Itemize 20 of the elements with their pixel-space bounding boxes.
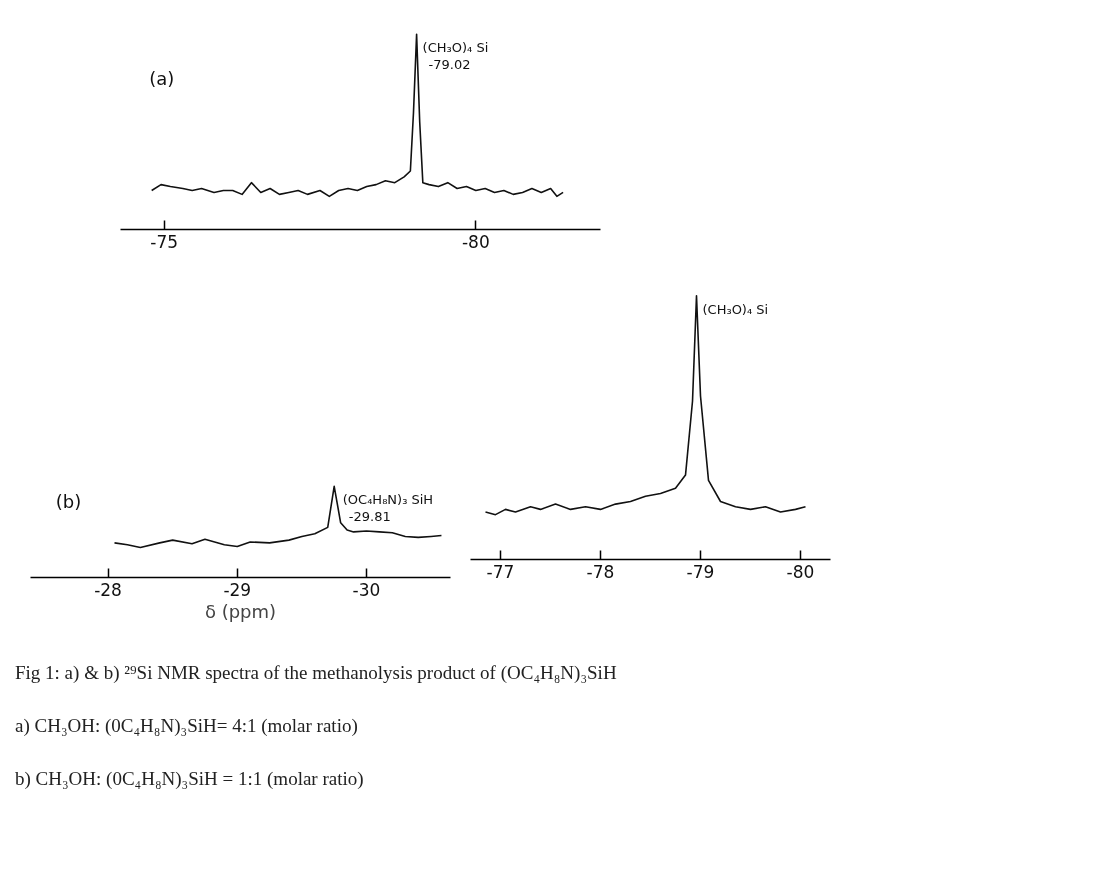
x-tick-label: -77	[486, 561, 515, 582]
annotation: (CH₃O)₄ Si	[422, 40, 489, 56]
x-tick-label: -80	[786, 561, 815, 582]
x-tick-label: -75	[150, 231, 179, 252]
chart-title: (b)	[55, 490, 82, 512]
text: (a)	[149, 68, 175, 90]
x-tick-label: -29	[223, 579, 252, 600]
annotation: (OC₄H₈N)₃ SiH	[342, 492, 434, 508]
x-axis-title: δ (ppm)	[204, 600, 277, 622]
text: a) CH₃OH: (0C₄H₈N)₃SiH= 4:1 (molar ratio)	[15, 714, 359, 739]
annotation: -79.02	[428, 57, 471, 73]
annotation: (CH₃O)₄ Si	[702, 301, 769, 317]
x-tick-label: -78	[586, 561, 615, 582]
annotation: -29.81	[348, 509, 391, 525]
x-tick-label: -79	[686, 561, 715, 582]
x-tick-label: -28	[94, 579, 122, 600]
caption: Fig 1: a) & b) ²⁹Si NMR spectra of the methanolysis product of (OC₄H₈N)₃SiH	[15, 661, 617, 685]
x-tick-label: -30	[352, 579, 381, 600]
text: b) CH₃OH: (0C₄H₈N)₃SiH = 1:1 (molar ratio)	[15, 767, 365, 792]
x-tick-label: -80	[461, 231, 490, 252]
